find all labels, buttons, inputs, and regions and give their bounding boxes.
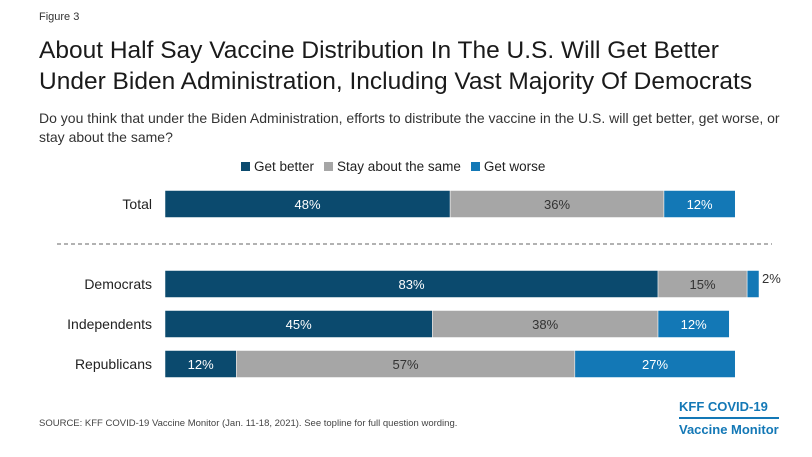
legend-item-get-better: Get better bbox=[241, 159, 314, 174]
legend-label-stay-same: Stay about the same bbox=[337, 159, 461, 174]
legend-label-get-worse: Get worse bbox=[483, 159, 546, 174]
data-label-republicans-get-worse: 27% bbox=[642, 357, 668, 372]
bar-republicans-get-worse bbox=[574, 350, 736, 378]
data-label-total-get-worse: 12% bbox=[687, 197, 713, 212]
data-label-republicans-stay-about-the-same: 57% bbox=[393, 357, 419, 372]
chart-subtitle: Do you think that under the Biden Admini… bbox=[39, 110, 780, 145]
data-label-independents-get-better: 45% bbox=[286, 317, 312, 332]
legend-swatch-get-better bbox=[241, 162, 250, 171]
bar-democrats-get-worse bbox=[746, 270, 760, 298]
data-label-total-get-better: 48% bbox=[295, 197, 321, 212]
bar-republicans-stay-about-the-same bbox=[236, 350, 576, 378]
data-label-democrats-get-worse: 2% bbox=[762, 271, 781, 286]
legend-swatch-stay-same bbox=[324, 162, 334, 171]
legend-item-stay-same: Stay about the same bbox=[324, 159, 461, 174]
data-label-republicans-get-better: 12% bbox=[188, 357, 214, 372]
category-label-republicans: Republicans bbox=[75, 356, 152, 372]
title-line-2: Under Biden Administration, Including Va… bbox=[39, 68, 753, 95]
title-line-1: About Half Say Vaccine Distribution In T… bbox=[39, 37, 719, 64]
data-label-democrats-stay-about-the-same: 15% bbox=[690, 277, 716, 292]
brand-line-2: Vaccine Monitor bbox=[679, 417, 779, 440]
category-label-total: Total bbox=[122, 196, 152, 212]
data-label-independents-stay-about-the-same: 38% bbox=[532, 317, 558, 332]
chart-title: About Half Say Vaccine Distribution In T… bbox=[39, 35, 809, 97]
bar-total-get-better bbox=[164, 190, 451, 218]
category-label-independents: Independents bbox=[67, 316, 152, 332]
legend: Get better Stay about the same Get worse bbox=[241, 159, 545, 174]
bar-independents-get-worse bbox=[657, 310, 730, 338]
data-label-total-stay-about-the-same: 36% bbox=[544, 197, 570, 212]
bar-total-get-worse bbox=[663, 190, 736, 218]
stacked-bar-chart: Total 48% 36% 12% Democrats 83% 15% 2% Independe… bbox=[57, 190, 781, 378]
data-label-democrats-get-better: 83% bbox=[398, 277, 424, 292]
category-label-democrats: Democrats bbox=[84, 276, 152, 292]
bar-republicans-get-better bbox=[164, 350, 237, 378]
figure-label: Figure 3 bbox=[39, 11, 80, 23]
legend-item-get-worse: Get worse bbox=[470, 159, 546, 174]
data-label-independents-get-worse: 12% bbox=[681, 317, 707, 332]
brand-logo: KFF COVID-19 Vaccine Monitor bbox=[679, 397, 779, 440]
bar-total-stay-about-the-same bbox=[449, 190, 665, 218]
bar-independents-get-better bbox=[164, 310, 433, 338]
legend-label-get-better: Get better bbox=[254, 159, 315, 174]
brand-line-1: KFF COVID-19 bbox=[679, 399, 768, 414]
source-note: SOURCE: KFF COVID-19 Vaccine Monitor (Ja… bbox=[39, 418, 458, 429]
legend-swatch-get-worse bbox=[470, 162, 480, 171]
